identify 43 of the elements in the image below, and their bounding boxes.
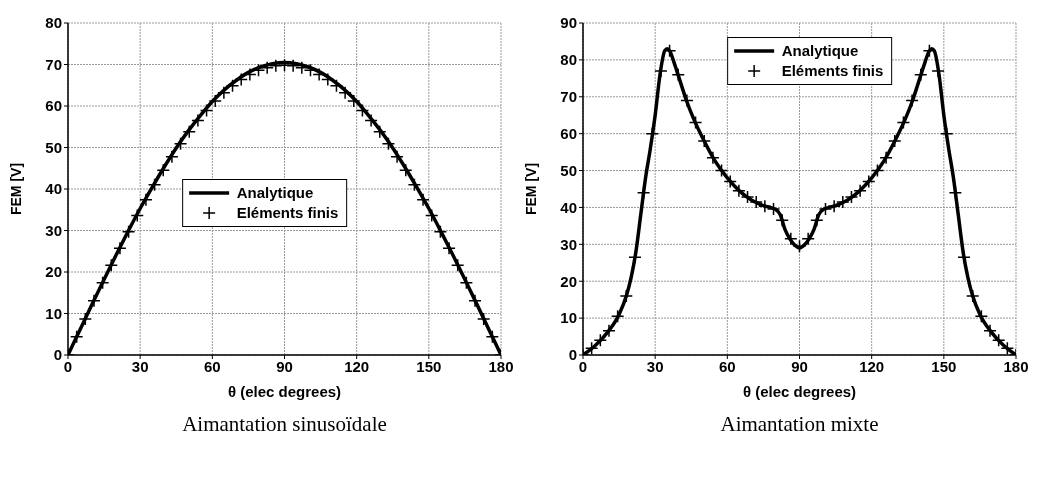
- x-tick-label: 150: [931, 357, 957, 375]
- y-tick-label: 40: [560, 198, 577, 216]
- y-tick-label: 20: [560, 272, 577, 290]
- y-tick-label: 70: [560, 88, 577, 106]
- y-tick-label: 50: [45, 138, 62, 156]
- y-tick-label: 0: [568, 346, 577, 364]
- y-tick-label: 10: [45, 304, 62, 322]
- x-tick-label: 90: [791, 357, 808, 375]
- legend-label: Analytique: [236, 183, 314, 203]
- x-axis-title: θ (elec degrees): [227, 383, 342, 400]
- x-tick-label: 90: [276, 357, 293, 375]
- y-tick-label: 0: [53, 346, 62, 364]
- x-tick-label: 0: [578, 357, 588, 375]
- y-tick-label: 10: [560, 309, 577, 327]
- y-tick-label: 30: [45, 221, 62, 239]
- x-tick-label: 30: [131, 357, 149, 375]
- y-axis-title: FEM [V]: [522, 162, 539, 216]
- x-tick-label: 150: [416, 357, 442, 375]
- y-tick-label: 40: [45, 180, 62, 198]
- x-tick-label: 60: [203, 357, 221, 375]
- x-tick-label: 120: [859, 357, 885, 375]
- x-tick-label: 180: [488, 357, 514, 375]
- x-tick-label: 60: [718, 357, 736, 375]
- y-tick-label: 80: [45, 14, 62, 32]
- y-tick-label: 80: [560, 51, 577, 69]
- text: Aimantation mixte: [719, 412, 880, 437]
- y-tick-label: 70: [45, 55, 62, 73]
- text: Aimantation sinusoïdale: [181, 412, 388, 437]
- y-tick-label: 60: [45, 97, 62, 115]
- x-tick-label: 180: [1003, 357, 1029, 375]
- x-tick-label: 120: [344, 357, 370, 375]
- y-tick-label: 50: [560, 161, 577, 179]
- legend-label: Analytique: [781, 41, 859, 61]
- y-axis-title: FEM [V]: [7, 162, 24, 216]
- y-tick-label: 90: [560, 14, 577, 32]
- y-tick-label: 20: [45, 263, 62, 281]
- y-tick-label: 60: [560, 124, 577, 142]
- legend-label: Eléments finis: [236, 203, 339, 223]
- y-tick-label: 30: [560, 235, 577, 253]
- x-tick-label: 0: [63, 357, 73, 375]
- legend-label: Eléments finis: [781, 61, 884, 81]
- x-tick-label: 30: [646, 357, 664, 375]
- x-axis-title: θ (elec degrees): [742, 383, 857, 400]
